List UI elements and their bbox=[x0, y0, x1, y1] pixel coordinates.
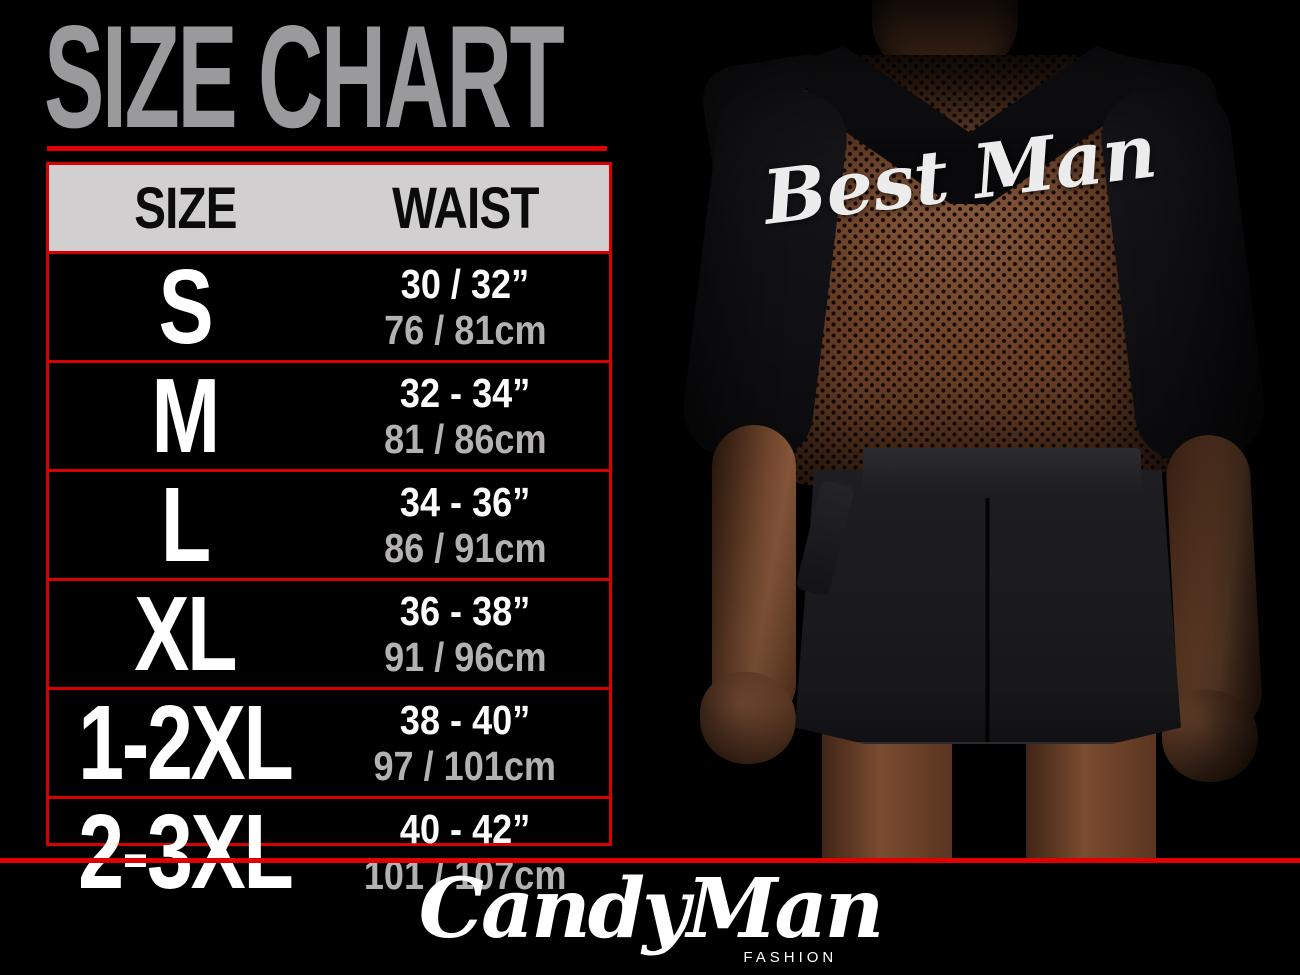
footer-divider-line bbox=[0, 858, 1300, 863]
header-size-label: SIZE bbox=[133, 175, 237, 241]
table-row: M 32 - 34” 81 / 86cm bbox=[49, 360, 609, 469]
product-photo-model-back: Best Man bbox=[620, 0, 1300, 859]
model-left-hand bbox=[700, 672, 796, 764]
waist-centimeters: 76 / 81cm bbox=[383, 307, 547, 353]
size-cell: S bbox=[49, 254, 321, 360]
size-value: 1-2XL bbox=[78, 684, 294, 802]
table-row: XL 36 - 38” 91 / 96cm bbox=[49, 578, 609, 687]
waist-inches: 36 - 38” bbox=[399, 588, 531, 634]
size-value: XL bbox=[134, 575, 238, 693]
size-chart-table: SIZE WAIST S 30 / 32” 76 / 81cm M 32 - 3… bbox=[46, 162, 612, 905]
table-row: S 30 / 32” 76 / 81cm bbox=[49, 251, 609, 360]
waist-inches: 38 - 40” bbox=[399, 697, 531, 743]
waist-cell: 32 - 34” 81 / 86cm bbox=[321, 363, 609, 469]
waist-centimeters: 81 / 86cm bbox=[383, 416, 547, 462]
waist-inches: 30 / 32” bbox=[400, 261, 530, 307]
waist-cell: 34 - 36” 86 / 91cm bbox=[321, 472, 609, 578]
waist-cell: 36 - 38” 91 / 96cm bbox=[321, 581, 609, 687]
brand-logo: CandyMan FASHION bbox=[418, 861, 885, 968]
size-value: M bbox=[151, 357, 221, 475]
page-title: SIZE CHART bbox=[44, 0, 565, 158]
size-cell: 2-3XL bbox=[49, 799, 321, 905]
brand-name: CandyMan bbox=[418, 861, 885, 957]
waist-centimeters: 91 / 96cm bbox=[383, 634, 547, 680]
robe-skirt bbox=[795, 470, 1181, 744]
table-row: 1-2XL 38 - 40” 97 / 101cm bbox=[49, 687, 609, 796]
size-cell: 1-2XL bbox=[49, 690, 321, 796]
waist-inches: 32 - 34” bbox=[399, 370, 531, 416]
size-value: 2-3XL bbox=[78, 793, 294, 911]
waist-centimeters: 97 / 101cm bbox=[373, 743, 557, 789]
brand-sub-label: FASHION bbox=[743, 949, 838, 967]
waist-centimeters: 86 / 91cm bbox=[383, 525, 547, 571]
header-waist-label: WAIST bbox=[391, 175, 539, 241]
robe-waistband bbox=[863, 448, 1141, 498]
table-header-row: SIZE WAIST bbox=[49, 165, 609, 251]
size-cell: XL bbox=[49, 581, 321, 687]
title-underline bbox=[47, 146, 607, 151]
header-cell-waist: WAIST bbox=[321, 165, 609, 251]
size-cell: M bbox=[49, 363, 321, 469]
waist-cell: 38 - 40” 97 / 101cm bbox=[321, 690, 609, 796]
waist-cell: 30 / 32” 76 / 81cm bbox=[321, 254, 609, 360]
header-cell-size: SIZE bbox=[49, 165, 321, 251]
size-value: S bbox=[158, 248, 214, 366]
waist-inches: 34 - 36” bbox=[399, 479, 531, 525]
table-row: L 34 - 36” 86 / 91cm bbox=[49, 469, 609, 578]
waist-inches: 40 - 42” bbox=[399, 806, 531, 852]
size-cell: L bbox=[49, 472, 321, 578]
size-value: L bbox=[160, 466, 211, 584]
